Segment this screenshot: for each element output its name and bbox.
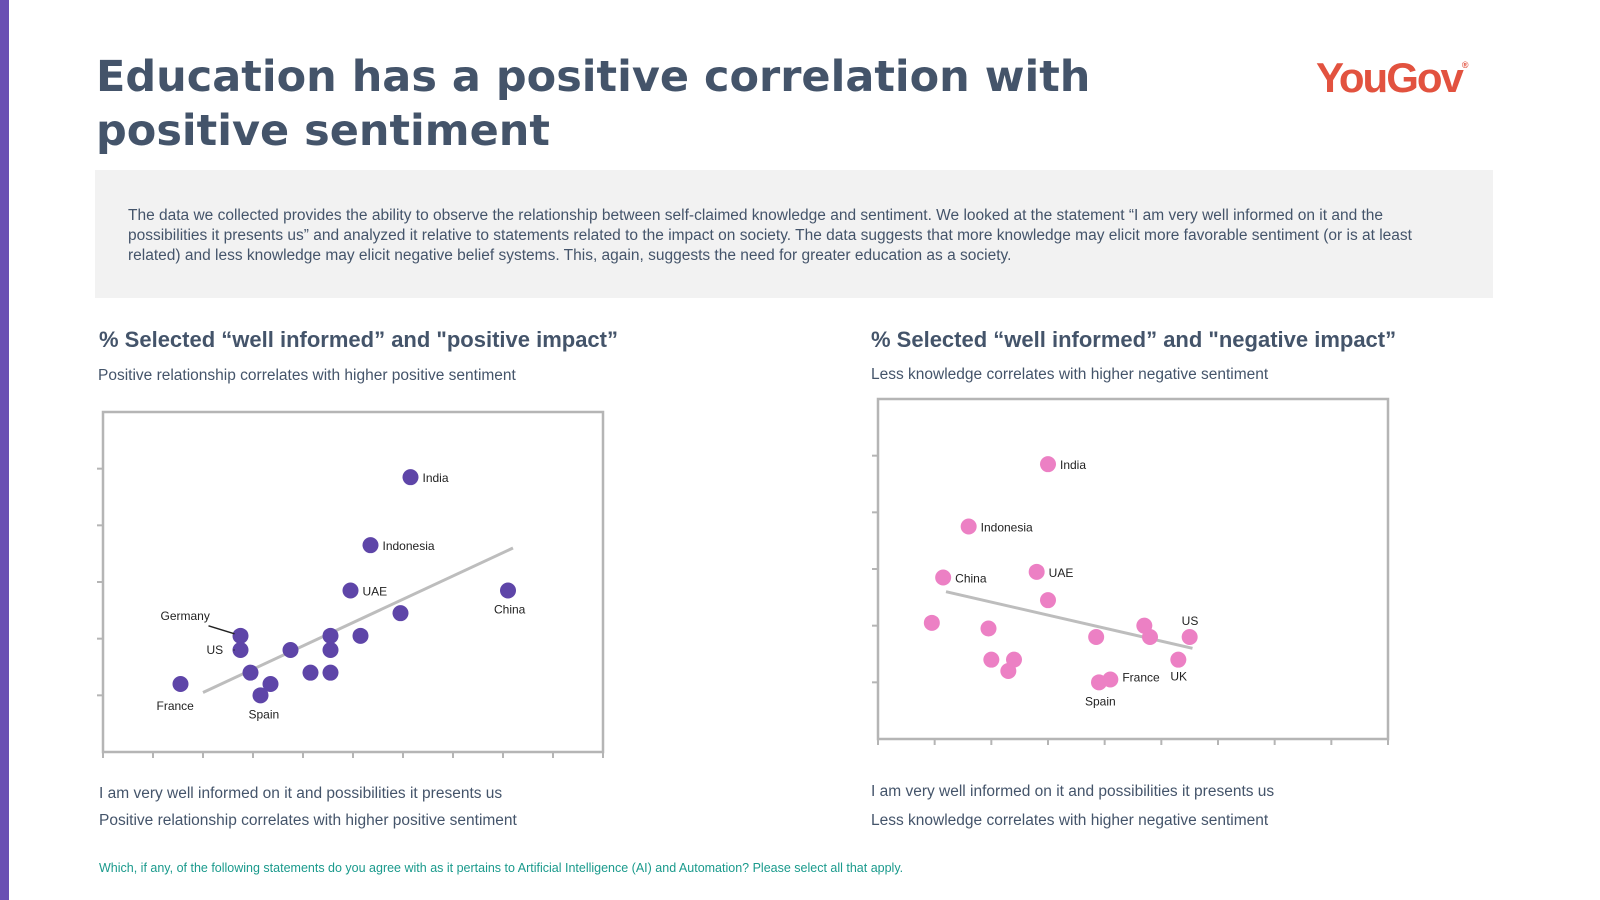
- data-label: Germany: [161, 609, 210, 623]
- data-point: [1088, 629, 1105, 645]
- data-point: [402, 469, 419, 486]
- data-label: Indonesia: [981, 521, 1033, 535]
- data-point: [983, 651, 1000, 668]
- right-chart-subtitle: Less knowledge correlates with higher ne…: [871, 366, 1269, 383]
- negative-impact-scatter-chart: India Indonesia China UAE US Spain France UK: [872, 397, 1390, 745]
- data-point: [282, 642, 299, 658]
- data-label: US: [1182, 614, 1199, 628]
- logo-text: YouGov: [1316, 54, 1464, 101]
- data-point: [1040, 456, 1056, 473]
- survey-question-footnote: Which, if any, of the following statemen…: [99, 861, 904, 875]
- data-point: [1170, 651, 1187, 668]
- intro-panel: The data we collected provides the abili…: [95, 170, 1493, 298]
- left-y-caption: Positive relationship correlates with hi…: [99, 812, 517, 829]
- data-point: [302, 664, 319, 681]
- data-label: China: [494, 603, 526, 617]
- data-point: [232, 627, 249, 644]
- data-point: [935, 569, 952, 586]
- data-point: [322, 664, 339, 681]
- data-label: France: [1122, 671, 1160, 685]
- data-point: [172, 676, 189, 692]
- positive-impact-scatter-chart: France Germany US Spain UAE Indonesia India Chi…: [97, 410, 605, 758]
- data-label: Indonesia: [383, 539, 435, 553]
- data-point: [1040, 592, 1056, 609]
- data-point: [242, 664, 259, 681]
- data-label: France: [157, 699, 195, 713]
- data-point: [1102, 671, 1119, 688]
- data-label: China: [955, 572, 987, 586]
- data-point: [342, 582, 359, 599]
- data-point: [322, 642, 339, 658]
- data-point: [500, 582, 516, 599]
- data-point: [392, 605, 409, 622]
- data-point: [1142, 629, 1158, 645]
- data-label: UAE: [1049, 566, 1074, 580]
- data-point: [232, 642, 249, 658]
- data-point: [1181, 629, 1198, 645]
- accent-bar: [0, 0, 9, 900]
- data-point: [1028, 563, 1045, 580]
- data-label: India: [1060, 458, 1086, 472]
- data-point: [262, 676, 279, 692]
- right-x-caption: I am very well informed on it and possib…: [871, 783, 1275, 800]
- left-chart-title: % Selected “well informed” and "positive…: [99, 327, 618, 352]
- data-point: [923, 614, 940, 631]
- data-label: US: [207, 643, 224, 657]
- intro-text: The data we collected provides the abili…: [128, 207, 1412, 264]
- data-point: [960, 518, 977, 535]
- data-point: [980, 620, 997, 637]
- yougov-logo: YouGov®: [1316, 54, 1469, 102]
- plot-frame: [876, 397, 1390, 741]
- left-x-caption: I am very well informed on it and possib…: [99, 785, 503, 802]
- label-leader-line: [208, 625, 235, 635]
- data-label: India: [423, 471, 449, 485]
- right-y-caption: Less knowledge correlates with higher ne…: [871, 812, 1269, 829]
- data-label: Spain: [249, 707, 280, 721]
- left-chart-subtitle: Positive relationship correlates with hi…: [98, 367, 516, 384]
- data-label: UK: [1170, 670, 1187, 684]
- right-chart-title: % Selected “well informed” and "negative…: [871, 327, 1397, 352]
- page-title: Education has a positive correlation wit…: [96, 52, 1091, 156]
- data-label: UAE: [363, 585, 388, 599]
- data-point: [322, 627, 339, 644]
- data-point: [352, 627, 369, 644]
- data-point: [1000, 663, 1017, 679]
- data-point: [252, 687, 269, 704]
- logo-registered-mark: ®: [1461, 60, 1469, 70]
- data-point: [362, 537, 379, 554]
- data-label: Spain: [1085, 694, 1116, 708]
